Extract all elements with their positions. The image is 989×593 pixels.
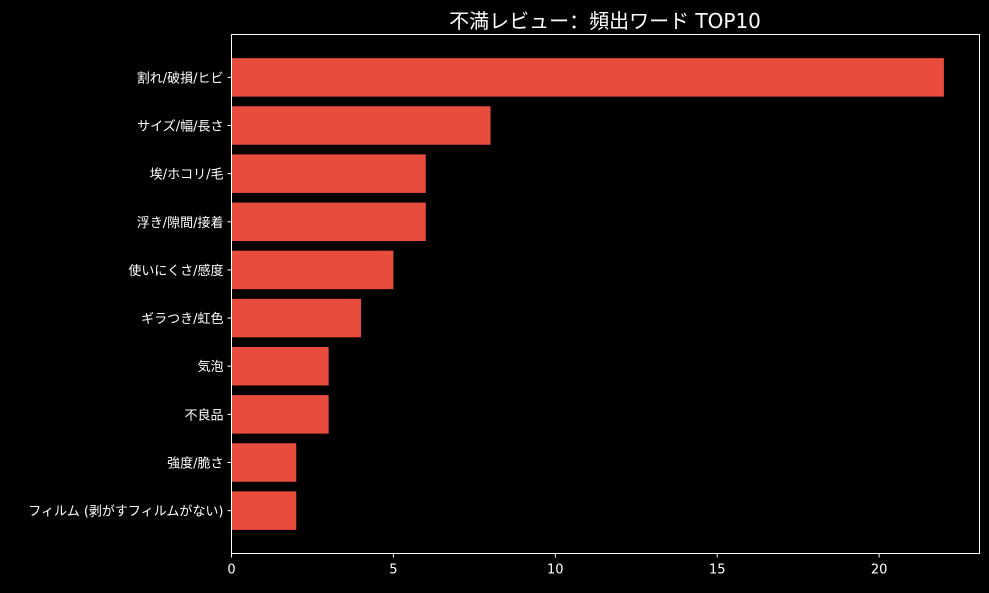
y-tick-label: 強度/脆さ	[167, 456, 223, 472]
y-tick-label: 割れ/破損/ヒビ	[137, 70, 224, 86]
x-tick-label: 20	[871, 563, 888, 578]
axes-frame	[231, 34, 980, 554]
bar	[231, 58, 944, 97]
y-tick-label: 気泡	[197, 359, 223, 375]
x-tick-label: 10	[547, 563, 564, 578]
y-tick-label: 浮き/隙間/接着	[137, 215, 224, 231]
bar	[231, 395, 329, 434]
y-tick-label: フィルム (剥がすフィルムがない)	[28, 505, 223, 520]
x-tick-label: 0	[227, 563, 235, 578]
bar	[231, 250, 394, 290]
bar	[231, 491, 297, 530]
y-tick-label: 不良品	[184, 407, 223, 423]
y-tick-label: 使いにくさ/感度	[128, 263, 223, 279]
bar	[231, 202, 426, 242]
y-tick-label: サイズ/幅/長さ	[137, 118, 223, 134]
x-tick-label: 5	[389, 563, 397, 578]
bar	[231, 443, 297, 482]
bar	[231, 298, 362, 338]
y-tick-label: 埃/ホコリ/毛	[150, 168, 224, 183]
x-tick-label: 15	[709, 563, 726, 578]
bar	[231, 154, 426, 193]
chart-title: 不満レビュー：頻出ワード TOP10	[449, 9, 761, 33]
bar	[231, 106, 491, 145]
y-tick-label: ギラつき/虹色	[141, 311, 223, 327]
bar	[231, 346, 329, 386]
